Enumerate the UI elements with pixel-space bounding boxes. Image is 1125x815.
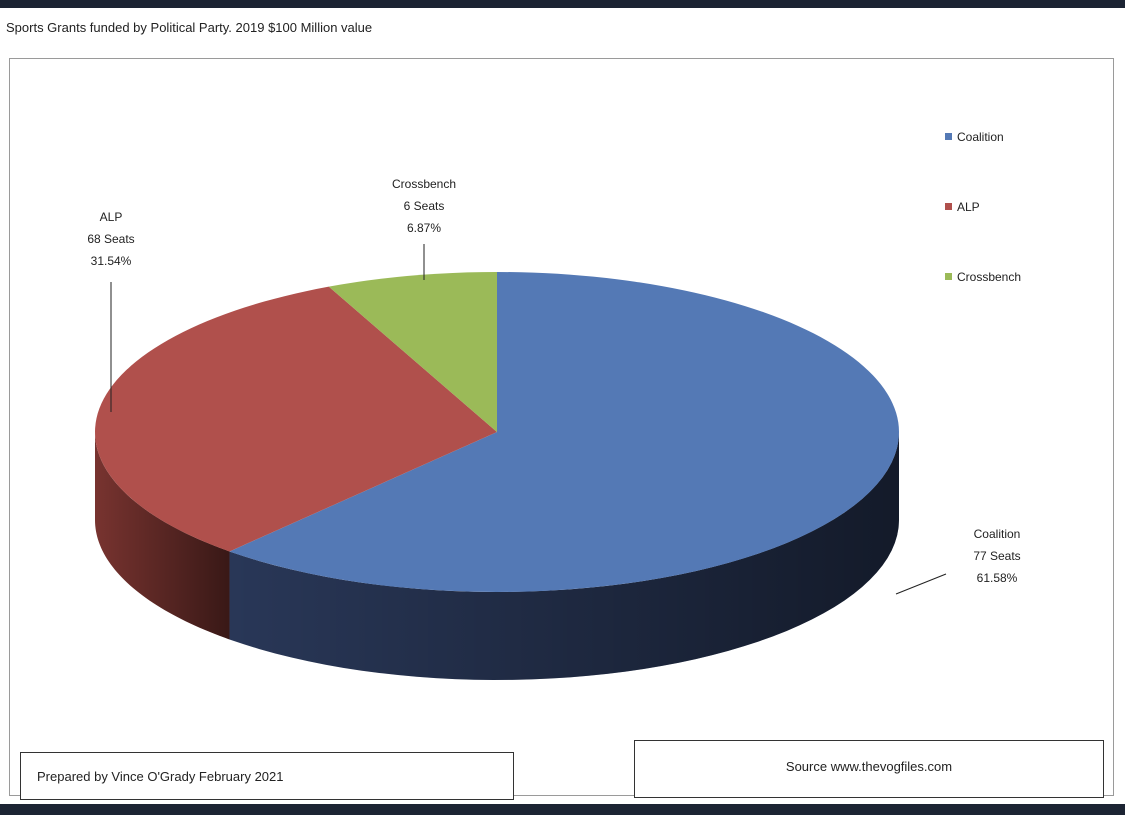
legend-item-coalition: Coalition [945,130,1004,144]
legend-item-alp: ALP [945,200,980,214]
data-label-crossbench-percent: 6.87% [407,221,441,235]
data-label-coalition-name: Coalition [974,527,1021,541]
legend-label-alp: ALP [957,200,980,214]
legend-swatch-crossbench [945,273,952,280]
pie-chart: Coalition 77 Seats 61.58% ALP 68 Seats 31.54%… [87,177,1021,680]
pie-slice-crossbench [328,272,497,432]
source-box: Source www.thevogfiles.com [634,740,1104,798]
data-label-alp-name: ALP [100,210,123,224]
prepared-by-box: Prepared by Vince O'Grady February 2021 [20,752,514,800]
legend-label-crossbench: Crossbench [957,270,1022,284]
data-label-coalition-percent: 61.58% [977,571,1018,585]
leader-line-coalition [895,573,947,595]
page-title: Sports Grants funded by Political Party.… [6,20,373,35]
legend-label-coalition: Coalition [957,130,1004,144]
chart-page: Sports Grants funded by Political Party.… [0,8,1125,804]
legend-swatch-alp [945,203,952,210]
data-label-coalition-seats: 77 Seats [973,549,1020,563]
pie-slice-alp [95,286,498,552]
chart-frame [9,58,1114,796]
pie-side-shade-alp [95,432,230,640]
data-label-crossbench-name: Crossbench [392,177,456,191]
data-label-crossbench-seats: 6 Seats [404,199,445,213]
legend-swatch-coalition [945,133,952,140]
data-label-alp-seats: 68 Seats [87,232,134,246]
pie-slice-coalition [229,272,900,592]
pie-side-shade-coalition [229,432,899,680]
legend-item-crossbench: Crossbench [945,270,1021,284]
data-label-alp-percent: 31.54% [91,254,132,268]
